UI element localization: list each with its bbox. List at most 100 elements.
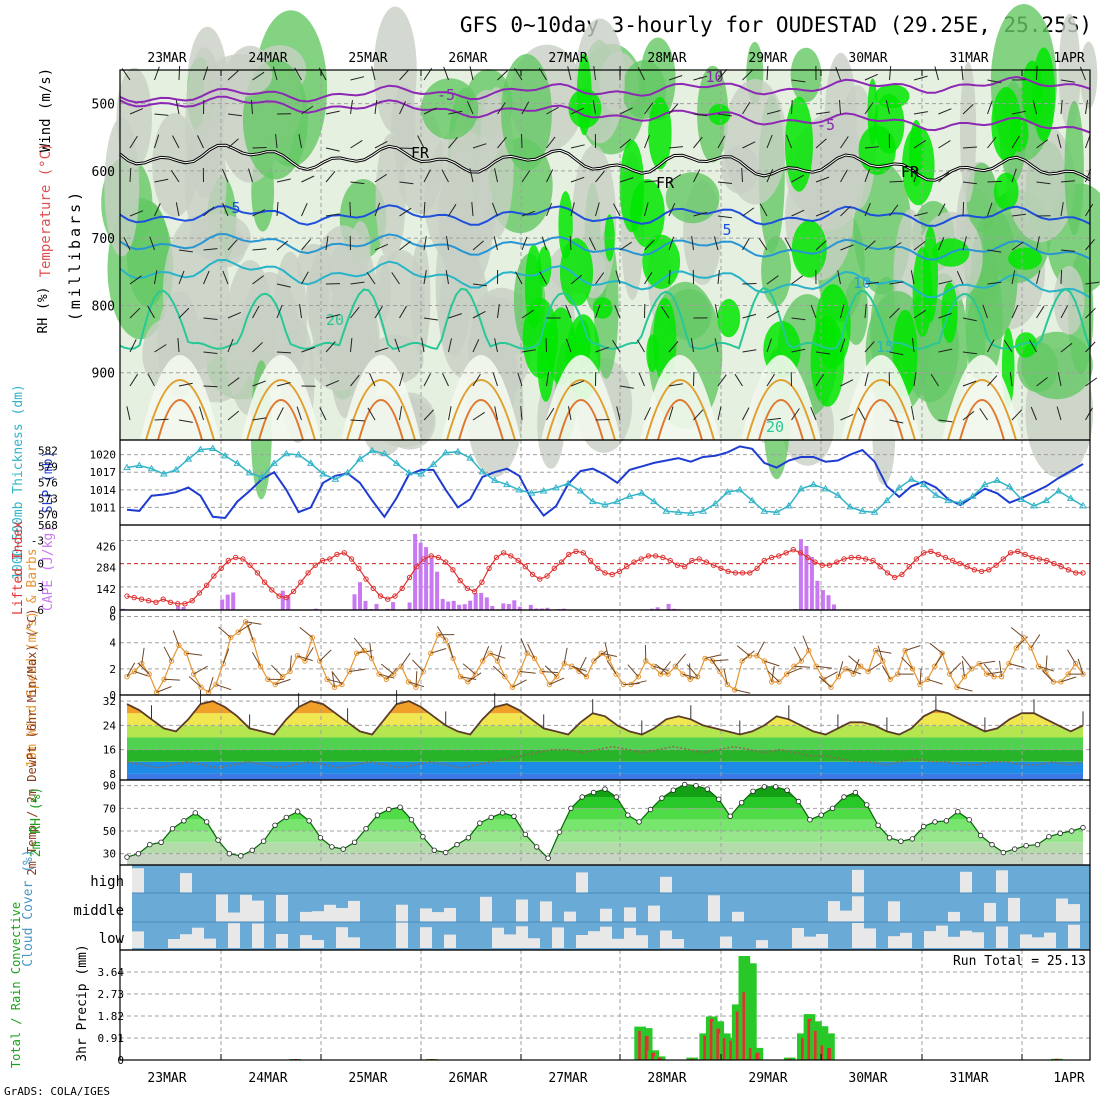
pressure-tick: 600 xyxy=(92,165,115,180)
wind-barb xyxy=(889,307,900,319)
rh-high-patch xyxy=(630,179,665,248)
wind-barb xyxy=(301,105,314,115)
thickness-point xyxy=(797,484,805,492)
wind10-point xyxy=(257,663,264,669)
rh2m-point xyxy=(875,822,881,828)
rh2m-point xyxy=(454,841,460,848)
wind-barb xyxy=(471,202,474,217)
wind10-point xyxy=(672,663,679,669)
thickness-point xyxy=(1079,501,1087,509)
rh-contour-patch xyxy=(790,47,822,103)
rh2m-point xyxy=(351,839,358,845)
cape-tick: 284 xyxy=(96,562,116,575)
cloud-cell xyxy=(792,928,804,948)
slp-tick: 1011 xyxy=(90,501,117,514)
thickness-point xyxy=(221,451,229,459)
isotherm-15 xyxy=(119,258,1091,299)
rh2m-point xyxy=(773,784,779,790)
cape-bar xyxy=(220,599,225,610)
wind10-point xyxy=(628,681,634,688)
wind10-point xyxy=(783,671,790,677)
li-point xyxy=(261,579,268,585)
wind-barb xyxy=(472,411,485,421)
wind10-barb xyxy=(527,643,536,659)
precip-tick: 1.82 xyxy=(98,1010,125,1023)
rh-high-patch xyxy=(1008,247,1042,270)
wind10-barb xyxy=(430,648,447,654)
wind-barb xyxy=(178,419,193,423)
wind-barb xyxy=(423,409,434,421)
rh2m-point xyxy=(238,853,244,859)
cloud-cell xyxy=(348,900,360,922)
credit-label: GrADS: COLA/IGES xyxy=(4,1085,110,1098)
wind10-barb xyxy=(304,647,314,662)
wind10-barb xyxy=(764,660,780,667)
thickness-point xyxy=(196,445,205,453)
li-point xyxy=(783,550,789,556)
wind10-point xyxy=(450,655,456,662)
thickness-point xyxy=(588,497,597,505)
rh2m-point xyxy=(169,826,176,832)
wind10-barb xyxy=(1060,676,1077,683)
li-point xyxy=(942,554,949,561)
rh2m-point xyxy=(1034,841,1041,848)
li-point xyxy=(138,596,145,602)
cloud-cell xyxy=(276,934,288,948)
wind-barb xyxy=(1085,100,1088,115)
wind-barb xyxy=(791,408,800,421)
wind-barb xyxy=(350,100,353,115)
wind-barb xyxy=(272,66,278,81)
li-point xyxy=(964,564,970,570)
cloud-cell xyxy=(852,869,864,893)
rh2m-point xyxy=(989,841,995,848)
li-point xyxy=(544,573,550,579)
cloud-cell xyxy=(828,901,840,922)
li-point xyxy=(131,594,137,601)
wind-barb xyxy=(962,104,974,115)
cloud-cell xyxy=(576,935,588,948)
wind10-barb xyxy=(497,645,503,662)
li-point xyxy=(319,557,326,564)
wind-barb xyxy=(374,305,383,319)
wind-barb xyxy=(175,100,180,115)
thickness-point xyxy=(417,470,426,477)
rh-band xyxy=(127,819,1083,831)
li-point xyxy=(167,599,174,605)
wind10-point xyxy=(1050,679,1057,685)
wind10-barb xyxy=(675,653,686,667)
li-point xyxy=(674,562,681,568)
thickness-point xyxy=(466,454,475,461)
rh2m-point xyxy=(295,809,301,815)
cape-label: CAPE (J/kg) xyxy=(41,525,56,611)
li-point xyxy=(290,588,297,595)
wind-barb xyxy=(864,341,875,353)
li-point xyxy=(906,564,912,570)
isotherm-25 xyxy=(246,379,316,441)
isotherm-label: -5 xyxy=(437,86,455,104)
wind10-point xyxy=(969,666,975,672)
thickness-point xyxy=(956,498,965,506)
li-point xyxy=(1015,548,1021,554)
rh2m-point xyxy=(955,809,961,815)
wind-barb xyxy=(325,110,340,115)
cape-bar xyxy=(528,604,533,610)
isotherm-25 xyxy=(546,379,616,441)
wind-barb xyxy=(644,407,651,421)
wind-barb xyxy=(713,236,719,251)
wind-barb xyxy=(521,236,528,251)
pressure-tick: 500 xyxy=(92,98,115,113)
date-tick-top: 23MAR xyxy=(147,51,186,66)
rh2m-point xyxy=(420,834,426,840)
isotherm-20 xyxy=(119,286,1091,350)
li-point xyxy=(892,574,898,581)
wind10-barb xyxy=(689,663,691,680)
wind-barb xyxy=(615,270,621,285)
wind10-point xyxy=(302,658,308,664)
rh2m-point xyxy=(203,819,210,825)
li-point xyxy=(790,547,796,553)
cloud-cell xyxy=(492,927,504,948)
cape-bar xyxy=(815,580,820,610)
wind10-point xyxy=(176,642,182,648)
li-point xyxy=(537,576,543,582)
cloud-cell xyxy=(396,904,408,922)
